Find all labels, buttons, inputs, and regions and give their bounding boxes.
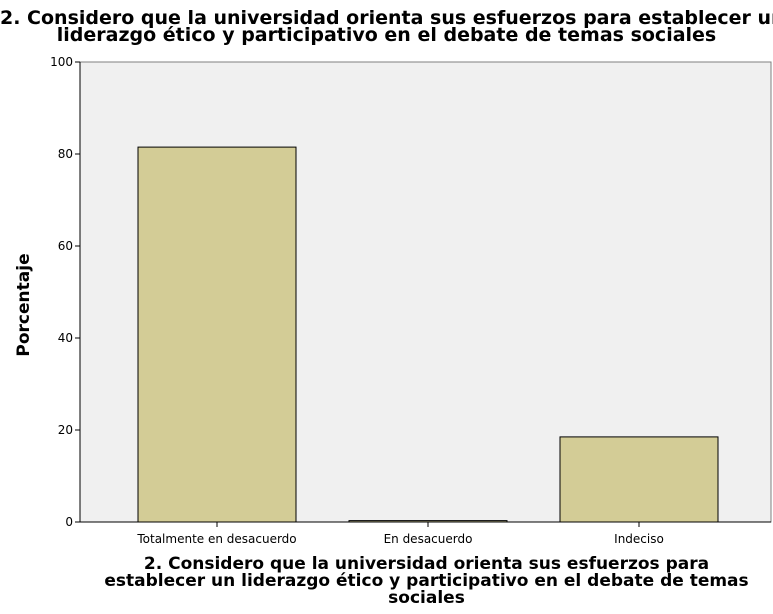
x-tick-label: En desacuerdo xyxy=(384,532,473,546)
bar xyxy=(137,146,297,523)
y-tick-label: 40 xyxy=(58,331,73,345)
bars-group xyxy=(137,146,719,523)
bar xyxy=(559,436,719,523)
chart-title: 2. Considero que la universidad orienta … xyxy=(0,7,773,46)
chart-title-line: 2. Considero que la universidad orienta … xyxy=(0,7,773,29)
axes-group: Totalmente en desacuerdo En desacuerdo Ind… xyxy=(50,55,771,546)
x-tick-label: Indeciso xyxy=(614,532,664,546)
x-axis-label-line: establecer un liderazgo ético y particip… xyxy=(104,571,749,591)
y-tick-label: 100 xyxy=(50,55,73,69)
x-axis-label: 2. Considero que la universidad orienta … xyxy=(80,556,773,607)
x-axis-label-line: 2. Considero que la universidad orienta … xyxy=(143,554,710,574)
y-tick-label: 0 xyxy=(65,515,73,529)
y-tick-label: 80 xyxy=(58,147,73,161)
x-axis-label-line: sociales xyxy=(388,588,465,608)
y-tick-label: 60 xyxy=(58,239,73,253)
x-tick-label: Totalmente en desacuerdo xyxy=(136,532,296,546)
chart-title-line: liderazgo ético y participativo en el de… xyxy=(56,24,717,46)
y-tick-label: 20 xyxy=(58,423,73,437)
